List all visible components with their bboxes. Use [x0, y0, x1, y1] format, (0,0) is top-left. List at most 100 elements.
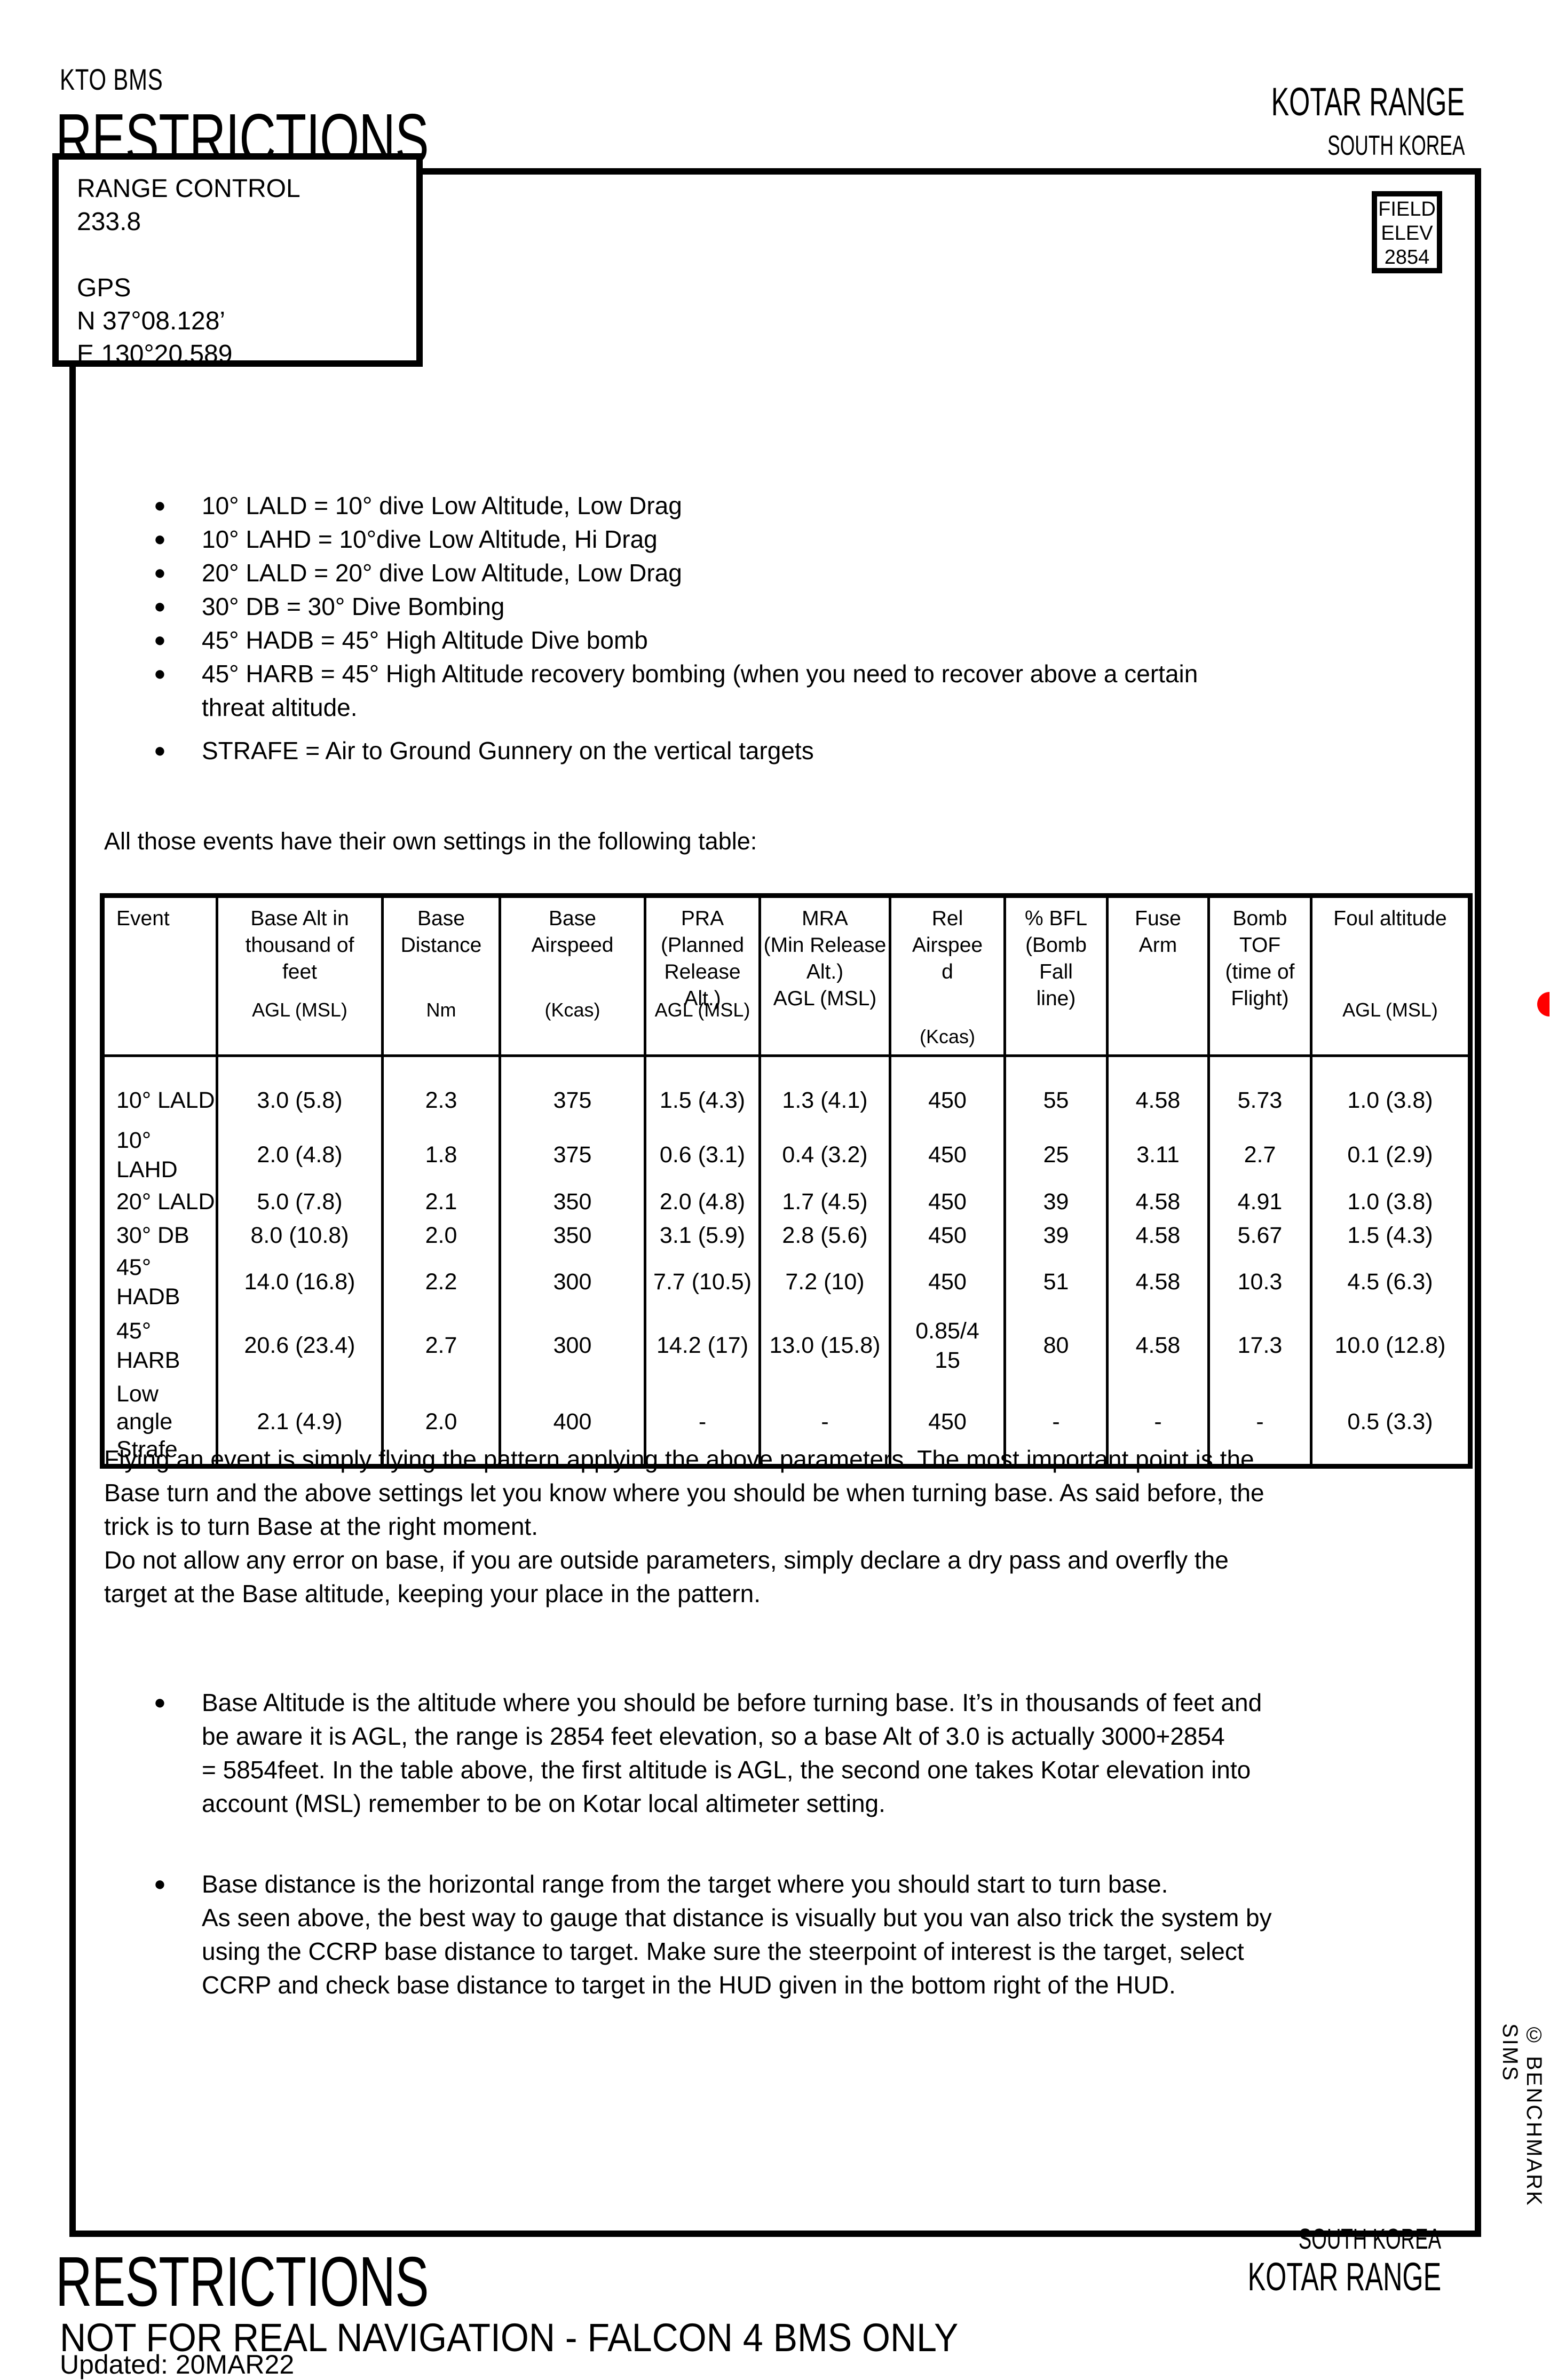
note-text: Base distance is the horizontal range fr…	[202, 1870, 1272, 1999]
table-cell: 0.6 (3.1)	[644, 1125, 761, 1185]
table-row: 10° LALD 3.0 (5.8) 2.3 375 1.5 (4.3) 1.3…	[101, 1055, 1472, 1125]
bullet-icon: ●	[154, 494, 166, 517]
table-row: Low angle Strafe 2.1 (4.9) 2.0 400 - - 4…	[101, 1379, 1472, 1466]
table-cell: 350	[499, 1185, 646, 1219]
table-cell: 39	[1003, 1218, 1109, 1252]
table-cell: -	[758, 1379, 891, 1466]
table-cell: 14.0 (16.8)	[216, 1252, 384, 1312]
table-cell: 3.1 (5.9)	[644, 1218, 761, 1252]
table-row: 30° DB 8.0 (10.8) 2.0 350 3.1 (5.9) 2.8 …	[101, 1218, 1472, 1252]
header-cell-base-alt: Base Alt in thousand of feet AGL (MSL)	[216, 895, 384, 1057]
table-cell: 80	[1003, 1312, 1109, 1380]
header-cell-mra: MRA (Min Release Alt.) AGL (MSL)	[758, 895, 891, 1057]
table-cell: -	[644, 1379, 761, 1466]
table-cell: 450	[889, 1185, 1006, 1219]
bullet-icon: ●	[154, 1873, 166, 1895]
header-label: Event	[116, 907, 170, 930]
header-unit: (Kcas)	[919, 1026, 975, 1047]
header-cell-event: Event	[101, 895, 218, 1057]
table-cell: 5.67	[1207, 1218, 1312, 1252]
legend-text: 10° LAHD = 10°dive Low Altitude, Hi Drag	[202, 525, 658, 553]
table-cell: -	[1207, 1379, 1312, 1466]
event-legend-list: ● 10° LALD = 10° dive Low Altitude, Low D…	[151, 489, 1394, 768]
bullet-icon: ●	[154, 739, 166, 762]
list-item: ● 45° HADB = 45° High Altitude Dive bomb	[151, 624, 1394, 657]
footer-range-name: KOTAR RANGE	[1247, 2255, 1441, 2299]
header-label: PRA (Planned Release Alt.)	[660, 907, 745, 1010]
footer-disclaimer: NOT FOR REAL NAVIGATION - FALCON 4 BMS O…	[60, 2315, 959, 2360]
table-cell: 3.0 (5.8)	[216, 1055, 384, 1125]
table-cell: 400	[499, 1379, 646, 1466]
table-cell: 5.73	[1207, 1055, 1312, 1125]
header-cell-base-airspeed: Base Airspeed (Kcas)	[499, 895, 646, 1057]
red-annotation-mark	[1537, 992, 1549, 1016]
notes-list: ● Base Altitude is the altitude where you…	[151, 1686, 1458, 2002]
list-item: ● 10° LAHD = 10°dive Low Altitude, Hi Dra…	[151, 523, 1394, 556]
table-cell: 7.7 (10.5)	[644, 1252, 761, 1312]
table-cell: Low angle Strafe	[101, 1379, 218, 1466]
table-cell: 450	[889, 1055, 1006, 1125]
table-cell: 2.1 (4.9)	[216, 1379, 384, 1466]
table-row: 45° HARB 20.6 (23.4) 2.7 300 14.2 (17) 1…	[101, 1312, 1472, 1380]
table-cell: 10° LALD	[101, 1055, 218, 1125]
table-cell: 4.58	[1106, 1218, 1210, 1252]
header-cell-bomb-tof: Bomb TOF (time of Flight)	[1207, 895, 1312, 1057]
table-cell: 0.85/4 15	[889, 1312, 1006, 1380]
table-cell: 450	[889, 1252, 1006, 1312]
table-cell: 1.0 (3.8)	[1310, 1055, 1472, 1125]
table-cell: 350	[499, 1218, 646, 1252]
table-cell: 45° HADB	[101, 1252, 218, 1312]
header-cell-rel-airspeed: Rel Airspee d (Kcas)	[889, 895, 1006, 1057]
paragraph: Flying an event is simply flying the pat…	[104, 1445, 1264, 1540]
list-item: ● 45° HARB = 45° High Altitude recovery b…	[151, 657, 1394, 724]
list-item: ● Base distance is the horizontal range f…	[151, 1867, 1458, 2002]
table-cell: -	[1106, 1379, 1210, 1466]
table-intro-text: All those events have their own settings…	[104, 828, 757, 855]
bullet-icon: ●	[154, 663, 166, 685]
table-cell: 1.0 (3.8)	[1310, 1185, 1472, 1219]
legend-text: 20° LALD = 20° dive Low Altitude, Low Dr…	[202, 559, 682, 587]
table-cell: 4.58	[1106, 1185, 1210, 1219]
table-cell: 2.2	[381, 1252, 501, 1312]
bullet-icon: ●	[154, 1691, 166, 1714]
header-unit: (Kcas)	[544, 999, 600, 1021]
table-cell: 450	[889, 1218, 1006, 1252]
bullet-icon: ●	[154, 528, 166, 550]
table-cell: 2.7	[381, 1312, 501, 1380]
header-label: Bomb TOF (time of Flight)	[1225, 907, 1295, 1010]
table-cell: 51	[1003, 1252, 1109, 1312]
header-cell-foul-altitude: Foul altitude AGL (MSL)	[1310, 895, 1472, 1057]
footer-title: RESTRICTIONS	[56, 2242, 429, 2321]
header-label: Base Alt in thousand of feet	[245, 907, 354, 983]
table-header-row: Event Base Alt in thousand of feet AGL (M…	[101, 895, 1472, 1057]
table-cell: 4.91	[1207, 1185, 1312, 1219]
table-cell: 55	[1003, 1055, 1109, 1125]
table-cell: 10.3	[1207, 1252, 1312, 1312]
table-cell: 20° LALD	[101, 1185, 218, 1219]
table-cell: 14.2 (17)	[644, 1312, 761, 1380]
doc-type-label: KTO BMS	[60, 62, 163, 96]
table-row: 45° HADB 14.0 (16.8) 2.2 300 7.7 (10.5) …	[101, 1252, 1472, 1312]
bullet-icon: ●	[154, 595, 166, 618]
header-cell-fuse-arm: Fuse Arm	[1106, 895, 1210, 1057]
list-item: ● STRAFE = Air to Ground Gunnery on the v…	[151, 734, 1394, 768]
table-cell: 45° HARB	[101, 1312, 218, 1380]
table-cell: 39	[1003, 1185, 1109, 1219]
table-cell: 4.58	[1106, 1252, 1210, 1312]
header-label: Base Distance	[400, 907, 482, 957]
event-settings-table: Event Base Alt in thousand of feet AGL (M…	[100, 893, 1473, 1469]
table-cell: 1.5 (4.3)	[1310, 1218, 1472, 1252]
footer-updated: Updated: 20MAR22	[60, 2350, 295, 2379]
note-text: Base Altitude is the altitude where you …	[202, 1689, 1262, 1817]
table-cell: 2.0 (4.8)	[644, 1185, 761, 1219]
table-cell: 3.11	[1106, 1125, 1210, 1185]
table-cell: 4.58	[1106, 1312, 1210, 1380]
table-cell: 2.0 (4.8)	[216, 1125, 384, 1185]
list-item: ● 30° DB = 30° Dive Bombing	[151, 590, 1394, 624]
table-cell: 4.58	[1106, 1055, 1210, 1125]
legend-text: 45° HADB = 45° High Altitude Dive bomb	[202, 626, 648, 654]
table-cell: 2.7	[1207, 1125, 1312, 1185]
table-cell: 0.5 (3.3)	[1310, 1379, 1472, 1466]
range-control-box: RANGE CONTROL 233.8 GPS N 37°08.128’ E 1…	[52, 153, 423, 368]
table-cell: 1.7 (4.5)	[758, 1185, 891, 1219]
